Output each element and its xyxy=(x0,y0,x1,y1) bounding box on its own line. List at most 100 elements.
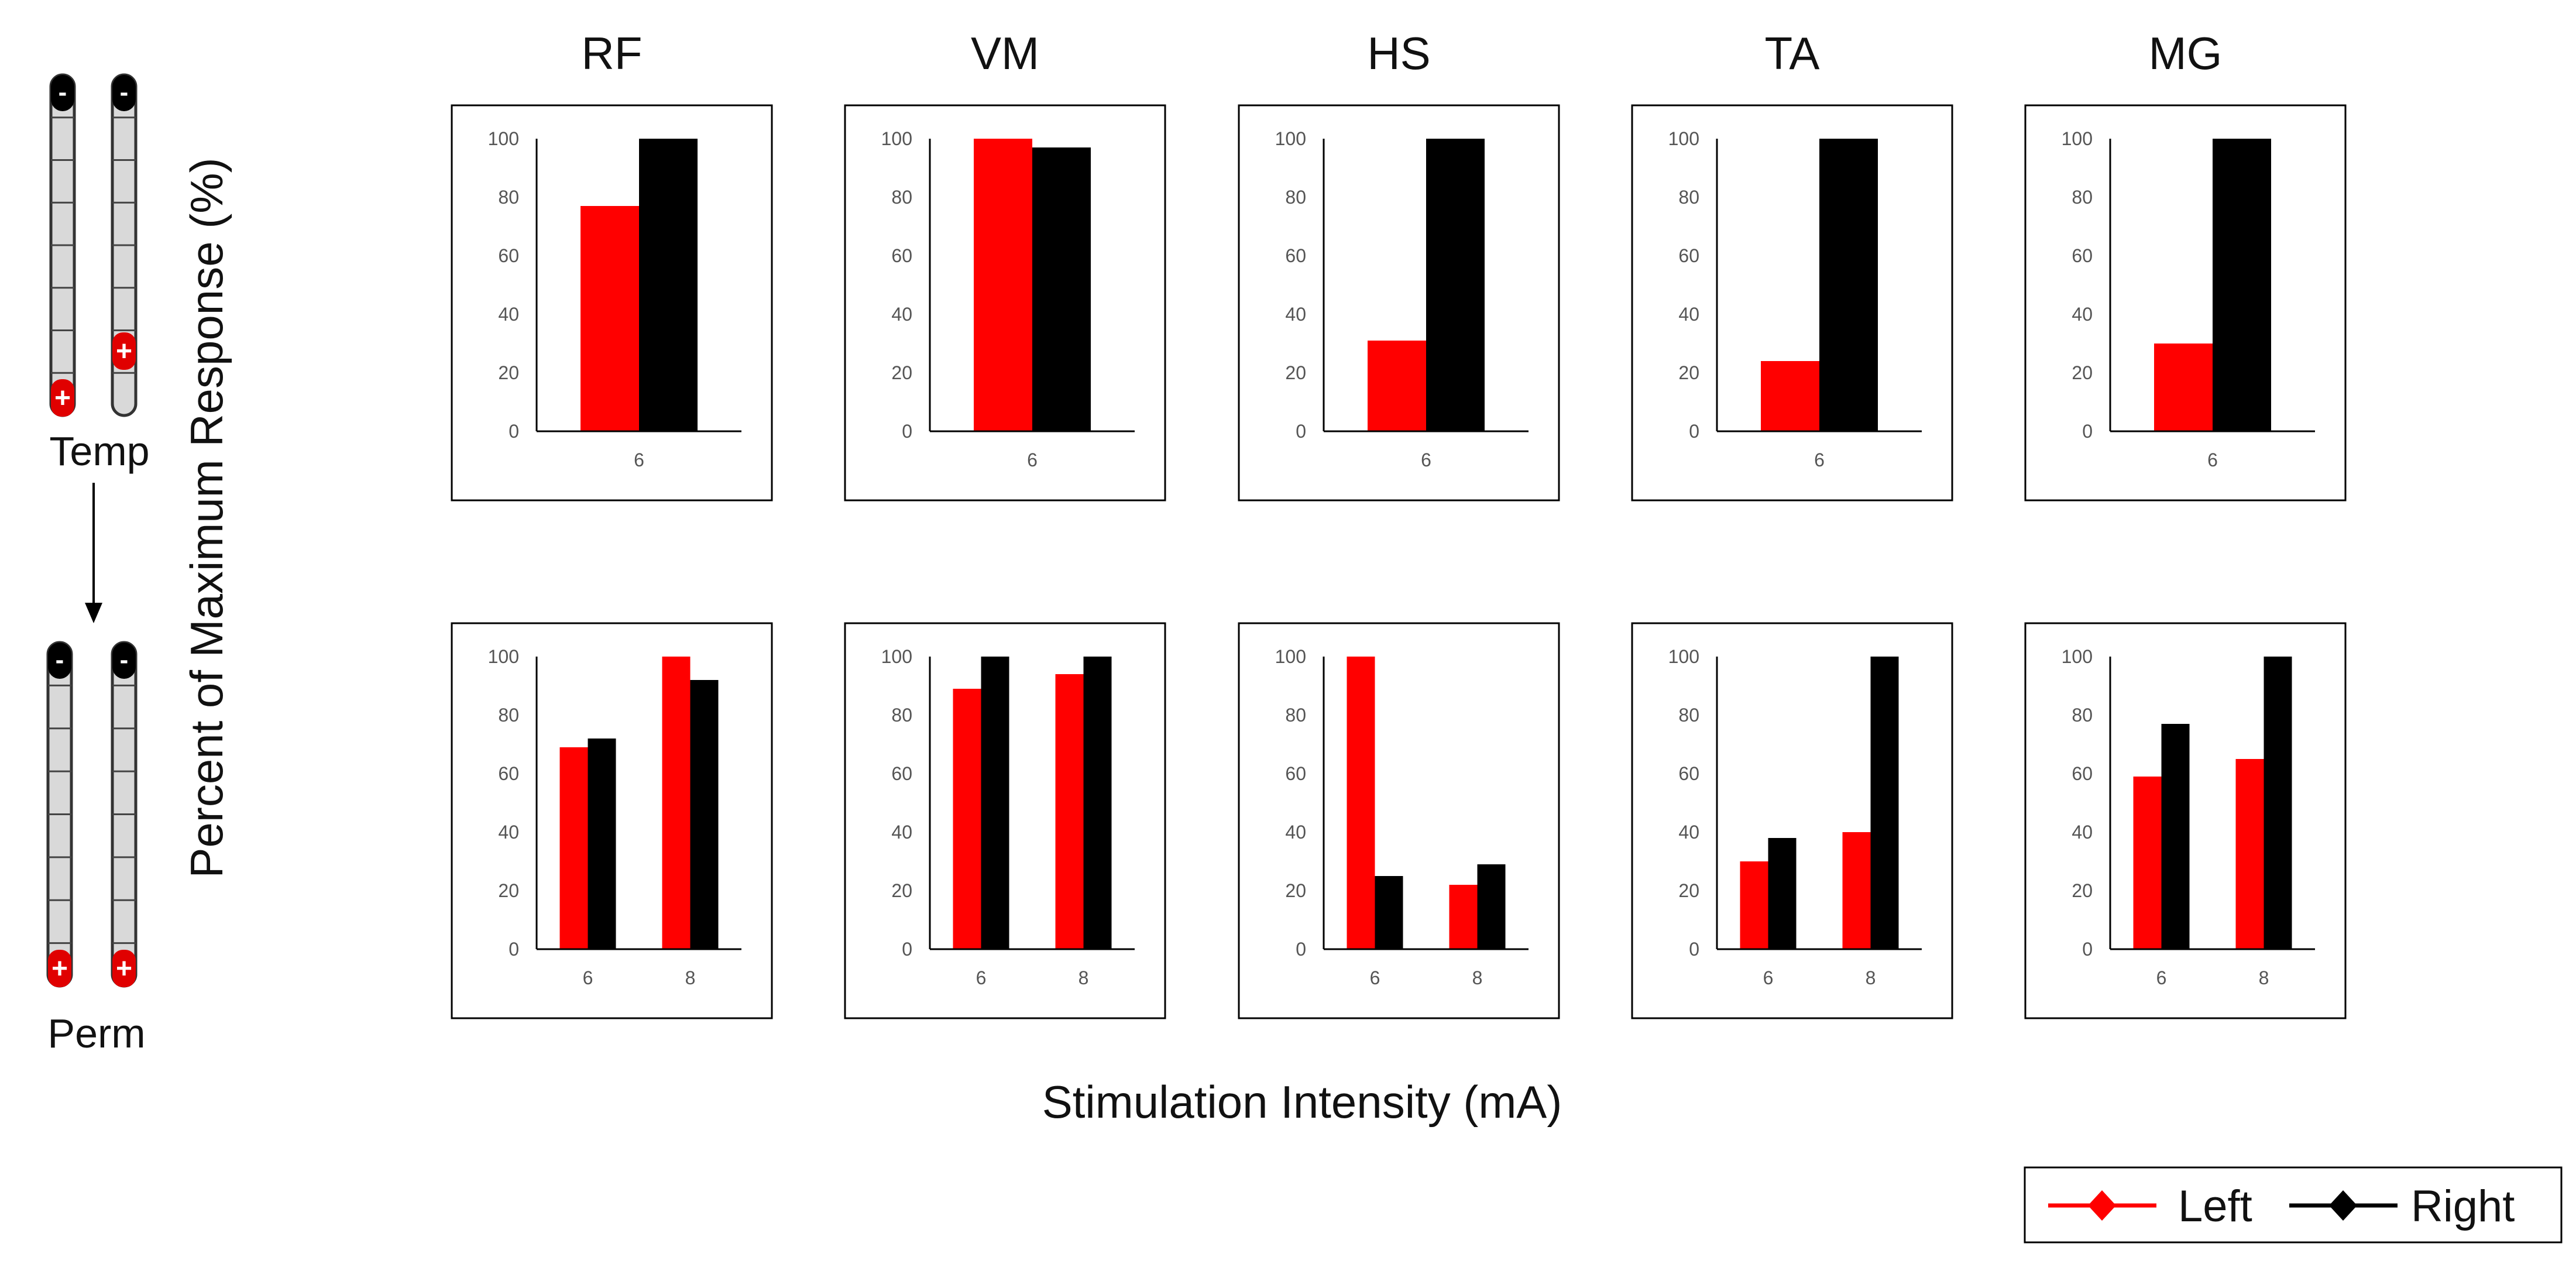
muscle-title-rf: RF xyxy=(582,28,643,79)
y-tick-label: 100 xyxy=(1275,128,1306,149)
cathode-symbol: - xyxy=(120,78,129,107)
bar-right-8 xyxy=(2264,657,2292,949)
bar-right-6 xyxy=(588,739,616,949)
bar-left-8 xyxy=(2235,759,2264,949)
chart-frame xyxy=(1631,622,1953,1019)
anode-symbol: + xyxy=(116,953,132,984)
y-tick-label: 100 xyxy=(1668,646,1699,667)
bar-left-6 xyxy=(974,139,1032,431)
y-tick-label: 0 xyxy=(902,421,912,442)
bar-right-6 xyxy=(981,657,1009,949)
diamond-marker-icon xyxy=(2088,1190,2116,1221)
y-tick-label: 100 xyxy=(881,128,912,149)
x-tick-label: 6 xyxy=(583,967,593,988)
cathode-contact xyxy=(112,75,136,111)
bar-right-6 xyxy=(2161,724,2190,949)
electrode-lead-temp-right: -+ xyxy=(111,73,138,417)
bar-left-8 xyxy=(1449,885,1478,949)
y-tick-label: 80 xyxy=(2072,187,2093,208)
anode-contact xyxy=(48,950,71,987)
legend-entry-left: Left xyxy=(2048,1181,2252,1231)
cathode-contact xyxy=(48,643,71,679)
y-tick-label: 80 xyxy=(1678,705,1699,726)
bar-left-6 xyxy=(2133,777,2162,949)
chart-panels: 0204060801006020406080100602040608010060… xyxy=(451,104,2347,1019)
y-tick-label: 60 xyxy=(2072,245,2093,266)
y-tick-label: 0 xyxy=(2082,939,2093,960)
chart-mg-temp: 0 20 40 60 80 100 6 xyxy=(2024,104,2347,502)
chart-hs-temp: 0 20 40 60 80 100 6 xyxy=(1238,104,1560,502)
y-tick-label: 40 xyxy=(891,822,912,843)
cathode-contact xyxy=(51,75,74,111)
y-tick-label: 60 xyxy=(891,763,912,784)
legend-label: Right xyxy=(2411,1181,2515,1231)
anode-contact xyxy=(112,332,136,370)
electrode-lead-perm-left: -+ xyxy=(46,641,73,988)
bar-right-6 xyxy=(1426,139,1485,431)
x-tick-label: 6 xyxy=(1027,449,1038,470)
cathode-symbol: - xyxy=(56,645,64,674)
y-tick-label: 20 xyxy=(1285,880,1306,901)
electrode-lead-perm-right: -+ xyxy=(111,641,138,988)
x-tick-label: 8 xyxy=(1472,967,1483,988)
anode-symbol: + xyxy=(51,953,68,984)
chart-vm-perm: 0 20 40 60 80 100 6 8 xyxy=(844,622,1166,1019)
y-tick-label: 80 xyxy=(1678,187,1699,208)
y-tick-label: 100 xyxy=(2062,128,2093,149)
y-tick-label: 80 xyxy=(498,705,519,726)
cathode-symbol: - xyxy=(120,645,129,674)
y-tick-label: 100 xyxy=(488,646,519,667)
y-tick-label: 60 xyxy=(1285,763,1306,784)
legend-entry-right: Right xyxy=(2289,1181,2515,1231)
bar-right-8 xyxy=(1477,864,1506,949)
bar-left-6 xyxy=(953,689,981,949)
y-tick-label: 20 xyxy=(891,362,912,383)
y-tick-label: 100 xyxy=(1668,128,1699,149)
bar-left-6 xyxy=(1761,361,1819,431)
y-tick-label: 20 xyxy=(498,880,519,901)
y-tick-label: 80 xyxy=(2072,705,2093,726)
bar-left-6 xyxy=(581,206,639,431)
bar-right-8 xyxy=(690,680,719,949)
y-tick-label: 60 xyxy=(1678,245,1699,266)
bar-right-6 xyxy=(639,139,698,431)
electrode-lead-temp-left: -+ xyxy=(49,73,76,417)
y-tick-label: 20 xyxy=(891,880,912,901)
y-tick-label: 100 xyxy=(2062,646,2093,667)
x-tick-label: 8 xyxy=(685,967,696,988)
bar-right-6 xyxy=(2213,139,2271,431)
y-tick-label: 0 xyxy=(902,939,912,960)
y-tick-label: 0 xyxy=(1689,421,1699,442)
y-tick-label: 20 xyxy=(1678,362,1699,383)
y-tick-label: 40 xyxy=(498,304,519,325)
row-label-temp: Temp xyxy=(49,428,149,474)
x-axis-label: Stimulation Intensity (mA) xyxy=(1042,1076,1562,1128)
muscle-title-mg: MG xyxy=(2149,28,2223,79)
diamond-marker-icon xyxy=(2329,1190,2357,1221)
y-tick-label: 0 xyxy=(1296,421,1306,442)
muscle-title-hs: HS xyxy=(1367,28,1430,79)
x-tick-label: 8 xyxy=(1079,967,1089,988)
bar-left-6 xyxy=(1740,861,1768,949)
legend-label: Left xyxy=(2178,1181,2252,1231)
chart-ta-perm: 0 20 40 60 80 100 6 8 xyxy=(1631,622,1953,1019)
y-tick-label: 80 xyxy=(891,705,912,726)
x-tick-label: 6 xyxy=(634,449,644,470)
chart-rf-perm: 0 20 40 60 80 100 6 8 xyxy=(451,622,773,1019)
y-tick-label: 0 xyxy=(1296,939,1306,960)
row-label-perm: Perm xyxy=(47,1011,145,1056)
cathode-contact xyxy=(112,643,136,679)
bar-left-8 xyxy=(1055,674,1084,949)
y-tick-label: 60 xyxy=(1678,763,1699,784)
y-tick-label: 40 xyxy=(1678,304,1699,325)
y-tick-label: 80 xyxy=(891,187,912,208)
x-tick-label: 6 xyxy=(1421,449,1431,470)
chart-frame xyxy=(2024,104,2347,502)
x-tick-label: 6 xyxy=(1370,967,1380,988)
y-tick-label: 60 xyxy=(1285,245,1306,266)
anode-contact xyxy=(112,950,136,987)
y-tick-label: 60 xyxy=(2072,763,2093,784)
y-tick-label: 0 xyxy=(509,421,519,442)
y-axis-label: Percent of Maximum Response (%) xyxy=(181,157,232,878)
